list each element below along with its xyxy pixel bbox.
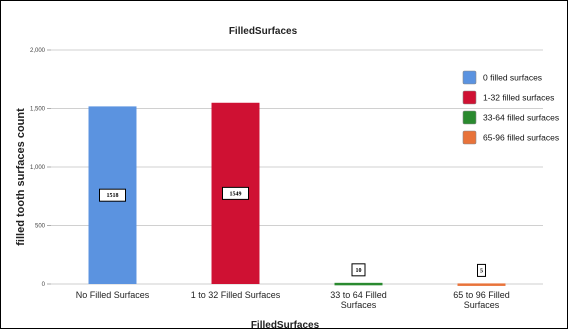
y-tick-label: 2,000 [30, 48, 46, 54]
x-tick-label: No Filled Surfaces [76, 290, 150, 300]
bars: 1518 1549 10 5 [88, 102, 506, 286]
y-tick-label: 1,500 [30, 107, 46, 113]
x-tick-label: 33 to 64 Filled [330, 290, 387, 300]
svg-text:5: 5 [480, 268, 483, 274]
x-tick-label: Surfaces [464, 300, 500, 310]
bar [334, 282, 383, 286]
y-tick-label: 1,000 [30, 165, 46, 171]
legend-item: 65-96 filled surfaces [462, 130, 559, 145]
y-axis-label: filled tooth surfaces count [15, 108, 27, 246]
legend-label: 65-96 filled surfaces [483, 133, 559, 143]
legend-label: 1-32 filled surfaces [483, 93, 554, 103]
data-label: 1518 [99, 188, 126, 202]
x-tick-label: 65 to 96 Filled [453, 290, 510, 300]
x-axis-label: FilledSurfaces [251, 320, 320, 330]
legend-item: 0 filled surfaces [462, 70, 542, 85]
legend-swatch [462, 130, 477, 145]
bar [457, 283, 506, 286]
x-axis-ticks: No Filled Surfaces 1 to 32 Filled Surface… [76, 290, 510, 310]
y-axis-ticks: 0 500 1,000 1,500 2,000 [30, 48, 51, 288]
legend-label: 33-64 filled surfaces [483, 113, 559, 123]
svg-text:1549: 1549 [230, 191, 242, 197]
legend-item: 33-64 filled surfaces [462, 110, 559, 125]
data-label: 1549 [222, 186, 249, 200]
x-tick-label: 1 to 32 Filled Surfaces [191, 290, 281, 300]
legend-swatch [462, 70, 477, 85]
legend-swatch [462, 110, 477, 125]
svg-text:1518: 1518 [107, 193, 119, 199]
x-tick-label: Surfaces [341, 300, 377, 310]
legend-label: 0 filled surfaces [483, 73, 542, 83]
data-label: 5 [477, 263, 486, 277]
legend-item: 1-32 filled surfaces [462, 90, 554, 105]
svg-text:10: 10 [356, 268, 362, 274]
legend: 0 filled surfaces 1-32 filled surfaces 33-… [462, 70, 559, 145]
legend-swatch [462, 90, 477, 105]
y-tick-label: 0 [42, 282, 46, 288]
chart-title: FilledSurfaces [229, 26, 298, 37]
y-tick-label: 500 [35, 224, 46, 230]
data-label: 10 [351, 263, 366, 277]
